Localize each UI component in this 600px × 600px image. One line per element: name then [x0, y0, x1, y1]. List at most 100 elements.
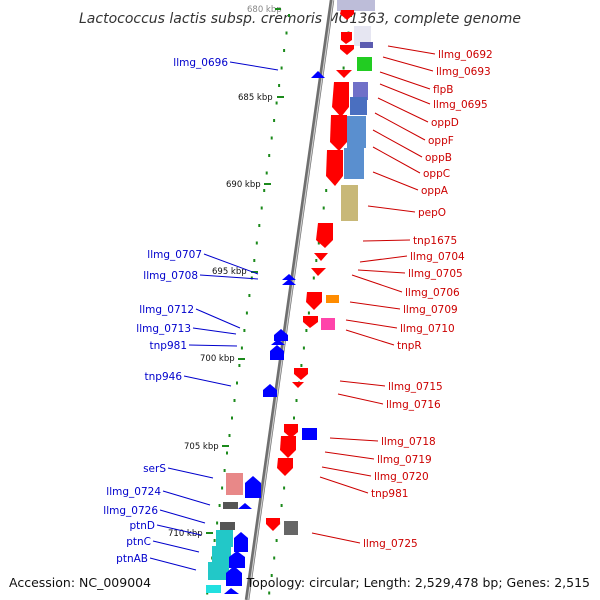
leader-line: [195, 308, 241, 329]
leader-line: [362, 239, 411, 242]
cds-box: [360, 42, 373, 48]
gene-arrow: [245, 476, 261, 498]
tick-dot: [283, 49, 286, 52]
cds-box: [353, 82, 368, 100]
leader-line: [329, 437, 379, 442]
leader-line: [377, 97, 429, 123]
gene-label-llmg-0712: llmg_0712: [139, 304, 194, 316]
gene-arrow: [294, 368, 308, 380]
gene-arrow: [306, 292, 322, 310]
gene-label-ptnd: ptnD: [129, 520, 155, 532]
kbp-label-685: 685 kbp: [238, 93, 273, 103]
tick-dot: [218, 504, 221, 507]
gene-label-llmg-0716: llmg_0716: [386, 399, 441, 411]
gene-label-pepo: pepO: [418, 207, 446, 219]
gene-arrow: [314, 253, 328, 261]
cds-boxes-forward: [284, 0, 375, 535]
kbp-label-690: 690 kbp: [226, 180, 261, 190]
tick-dot: [283, 486, 286, 490]
gene-label-tnp981-rev: tnp981: [150, 340, 187, 352]
tick-dot: [233, 399, 236, 402]
tick-dot: [293, 416, 295, 420]
tick-dot: [305, 329, 308, 332]
gene-arrow: [270, 345, 284, 360]
tick-dot: [273, 119, 276, 122]
gene-arrow: [316, 223, 333, 248]
gene-arrow: [311, 71, 325, 78]
kbp-scale: 680 kbp 685 kbp 690 kbp 695 kbp 700 kbp …: [168, 5, 284, 539]
leader-line: [319, 476, 369, 494]
leader-line: [379, 71, 431, 90]
gene-label-llmg-0724: llmg_0724: [106, 486, 161, 498]
gene-arrow: [330, 115, 347, 151]
tick-dot: [270, 574, 273, 577]
topology-summary: Topology: circular; Length: 2,529,478 bp…: [246, 575, 590, 590]
leader-line: [311, 532, 361, 544]
cds-box: [284, 521, 298, 535]
cds-box: [223, 502, 238, 509]
gene-label-llmg-0715: llmg_0715: [388, 381, 443, 393]
tick-dot: [268, 591, 271, 595]
label-leaders-forward: [311, 45, 436, 544]
gene-label-tnpr: tnpR: [397, 340, 422, 352]
gene-label-ptnc: ptnC: [126, 536, 151, 548]
cds-box: [226, 473, 243, 495]
gene-label-llmg-0720: llmg_0720: [374, 471, 429, 483]
leader-line: [349, 301, 401, 310]
tick-dot: [258, 224, 261, 227]
gene-labels-reverse: llmg_0696 llmg_0707 llmg_0708 llmg_0712 …: [103, 57, 228, 565]
leader-line: [203, 253, 259, 275]
tick-dot: [221, 486, 224, 490]
gene-arrow: [238, 503, 252, 509]
tick-dot: [231, 416, 233, 420]
gene-label-flpb: flpB: [433, 84, 453, 96]
cds-box: [326, 295, 339, 303]
leader-line: [379, 83, 431, 105]
cds-box: [220, 522, 235, 530]
cds-box: [350, 97, 367, 115]
gene-arrow: [336, 70, 352, 78]
kbp-label-680: 680 kbp: [247, 5, 282, 15]
tick-dot: [260, 206, 263, 210]
tick-dot: [273, 556, 276, 560]
gene-label-tnp946: tnp946: [145, 371, 183, 383]
leader-line: [162, 490, 211, 506]
gene-label-tnp981-fwd: tnp981: [371, 488, 408, 500]
tick-dot: [315, 259, 318, 262]
tick-dot: [255, 241, 258, 245]
gene-label-llmg-0696: llmg_0696: [173, 57, 228, 69]
tick-dot: [322, 206, 325, 210]
tick-dot: [268, 154, 271, 157]
kbp-label-710: 710 kbp: [168, 529, 203, 539]
tick-dot: [275, 539, 278, 542]
tick-dot: [300, 364, 303, 367]
cds-box: [216, 530, 233, 547]
gene-arrow: [263, 384, 277, 397]
cds-box: [354, 26, 371, 46]
gene-arrow: [234, 532, 248, 552]
leader-line: [345, 329, 395, 346]
gene-label-llmg-0726: llmg_0726: [103, 505, 158, 517]
leader-line: [374, 112, 426, 141]
gene-label-oppf: oppF: [428, 135, 454, 147]
gene-label-llmg-0725: llmg_0725: [363, 538, 418, 550]
tick-dot: [280, 66, 283, 70]
leader-line: [192, 327, 237, 335]
kbp-label-695: 695 kbp: [212, 267, 247, 277]
gene-arrow: [266, 518, 280, 531]
genome-backbone: [244, 0, 335, 600]
leader-line: [345, 319, 398, 329]
cds-box: [206, 585, 221, 593]
gene-label-llmg-0705: llmg_0705: [408, 268, 463, 280]
tick-dot: [240, 346, 243, 350]
cds-box: [321, 318, 335, 330]
leader-line: [372, 129, 423, 158]
gene-arrow: [271, 339, 285, 345]
gene-label-llmg-0693: llmg_0693: [436, 66, 491, 78]
gene-label-oppd: oppD: [431, 117, 459, 129]
cds-box: [347, 116, 366, 148]
kbp-label-705: 705 kbp: [184, 442, 219, 452]
gene-arrow: [311, 268, 326, 276]
gene-label-oppa: oppA: [421, 185, 449, 197]
label-leaders-reverse: [149, 61, 279, 571]
